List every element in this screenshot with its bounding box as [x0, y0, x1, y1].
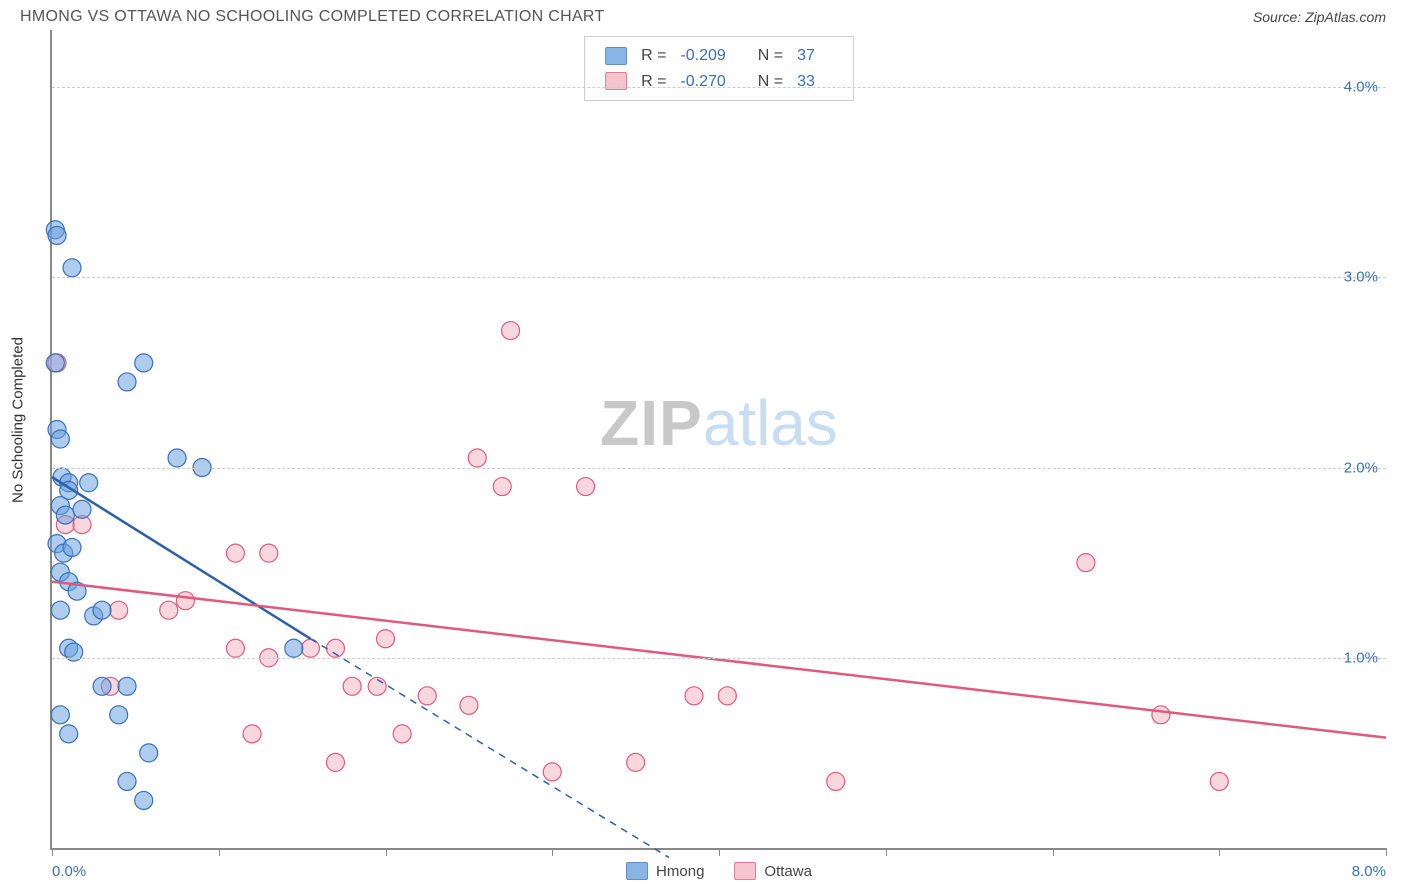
point-hmong [135, 791, 153, 809]
point-hmong [118, 677, 136, 695]
point-hmong [168, 449, 186, 467]
gridline [52, 658, 1386, 659]
xtick [886, 848, 887, 856]
gridline [52, 468, 1386, 469]
point-ottawa [502, 322, 520, 340]
point-hmong [110, 706, 128, 724]
gridline [52, 277, 1386, 278]
point-hmong [135, 354, 153, 372]
point-ottawa [160, 601, 178, 619]
point-hmong [51, 430, 69, 448]
point-hmong [48, 226, 66, 244]
legend-label-ottawa: Ottawa [764, 863, 812, 880]
point-ottawa [243, 725, 261, 743]
swatch-hmong [605, 47, 627, 65]
xtick [219, 848, 220, 856]
chart-plot-area: ZIPatlas R = -0.209 N = 37 R = -0.270 N … [50, 30, 1386, 850]
xtick [719, 848, 720, 856]
point-ottawa [827, 772, 845, 790]
xtick-label: 8.0% [1352, 863, 1386, 880]
legend-label-hmong: Hmong [656, 863, 704, 880]
legend-item-ottawa: Ottawa [734, 862, 812, 880]
stat-r-label2: R = [641, 69, 666, 95]
point-hmong [63, 538, 81, 556]
point-ottawa [326, 753, 344, 771]
stat-r-label: R = [641, 43, 666, 69]
point-hmong [80, 474, 98, 492]
point-hmong [285, 639, 303, 657]
point-hmong [93, 677, 111, 695]
point-ottawa [627, 753, 645, 771]
point-hmong [63, 259, 81, 277]
point-ottawa [718, 687, 736, 705]
point-hmong [118, 373, 136, 391]
point-hmong [46, 354, 64, 372]
point-ottawa [226, 639, 244, 657]
point-ottawa [176, 592, 194, 610]
point-hmong [60, 725, 78, 743]
gridline [52, 87, 1386, 88]
point-ottawa [110, 601, 128, 619]
stat-r-ottawa: -0.270 [680, 69, 725, 95]
source-label: Source: ZipAtlas.com [1253, 9, 1386, 25]
point-ottawa [460, 696, 478, 714]
point-ottawa [393, 725, 411, 743]
y-axis-label: No Schooling Completed [10, 337, 27, 503]
stat-n-ottawa: 33 [797, 69, 815, 95]
xtick [1053, 848, 1054, 856]
ytick-label: 2.0% [1344, 459, 1378, 476]
legend-bottom: Hmong Ottawa [626, 862, 812, 880]
stat-n-label: N = [758, 43, 783, 69]
xtick [1219, 848, 1220, 856]
point-ottawa [1210, 772, 1228, 790]
point-ottawa [418, 687, 436, 705]
point-ottawa [468, 449, 486, 467]
ytick-label: 3.0% [1344, 269, 1378, 286]
legend-swatch-ottawa [734, 862, 756, 880]
xtick-label: 0.0% [52, 863, 86, 880]
xtick [1386, 848, 1387, 856]
point-ottawa [343, 677, 361, 695]
point-ottawa [493, 478, 511, 496]
point-ottawa [260, 544, 278, 562]
point-hmong [118, 772, 136, 790]
point-ottawa [1152, 706, 1170, 724]
legend-item-hmong: Hmong [626, 862, 704, 880]
legend-swatch-hmong [626, 862, 648, 880]
scatter-svg [52, 30, 1386, 848]
point-ottawa [377, 630, 395, 648]
stat-n-hmong: 37 [797, 43, 815, 69]
stat-r-hmong: -0.209 [680, 43, 725, 69]
point-hmong [51, 601, 69, 619]
point-ottawa [543, 763, 561, 781]
point-hmong [51, 706, 69, 724]
point-ottawa [685, 687, 703, 705]
point-ottawa [1077, 554, 1095, 572]
stats-legend-box: R = -0.209 N = 37 R = -0.270 N = 33 [584, 36, 854, 101]
trendline-ottawa [52, 582, 1386, 738]
xtick [552, 848, 553, 856]
point-ottawa [226, 544, 244, 562]
point-hmong [73, 500, 91, 518]
xtick [386, 848, 387, 856]
ytick-label: 4.0% [1344, 79, 1378, 96]
stats-row-hmong: R = -0.209 N = 37 [605, 43, 833, 69]
trendline-hmong-ext [310, 639, 669, 858]
point-ottawa [301, 639, 319, 657]
point-hmong [56, 506, 74, 524]
stats-row-ottawa: R = -0.270 N = 33 [605, 69, 833, 95]
ytick-label: 1.0% [1344, 649, 1378, 666]
point-hmong [140, 744, 158, 762]
xtick [52, 848, 53, 856]
stat-n-label2: N = [758, 69, 783, 95]
point-hmong [93, 601, 111, 619]
point-ottawa [577, 478, 595, 496]
chart-title: HMONG VS OTTAWA NO SCHOOLING COMPLETED C… [20, 8, 605, 26]
